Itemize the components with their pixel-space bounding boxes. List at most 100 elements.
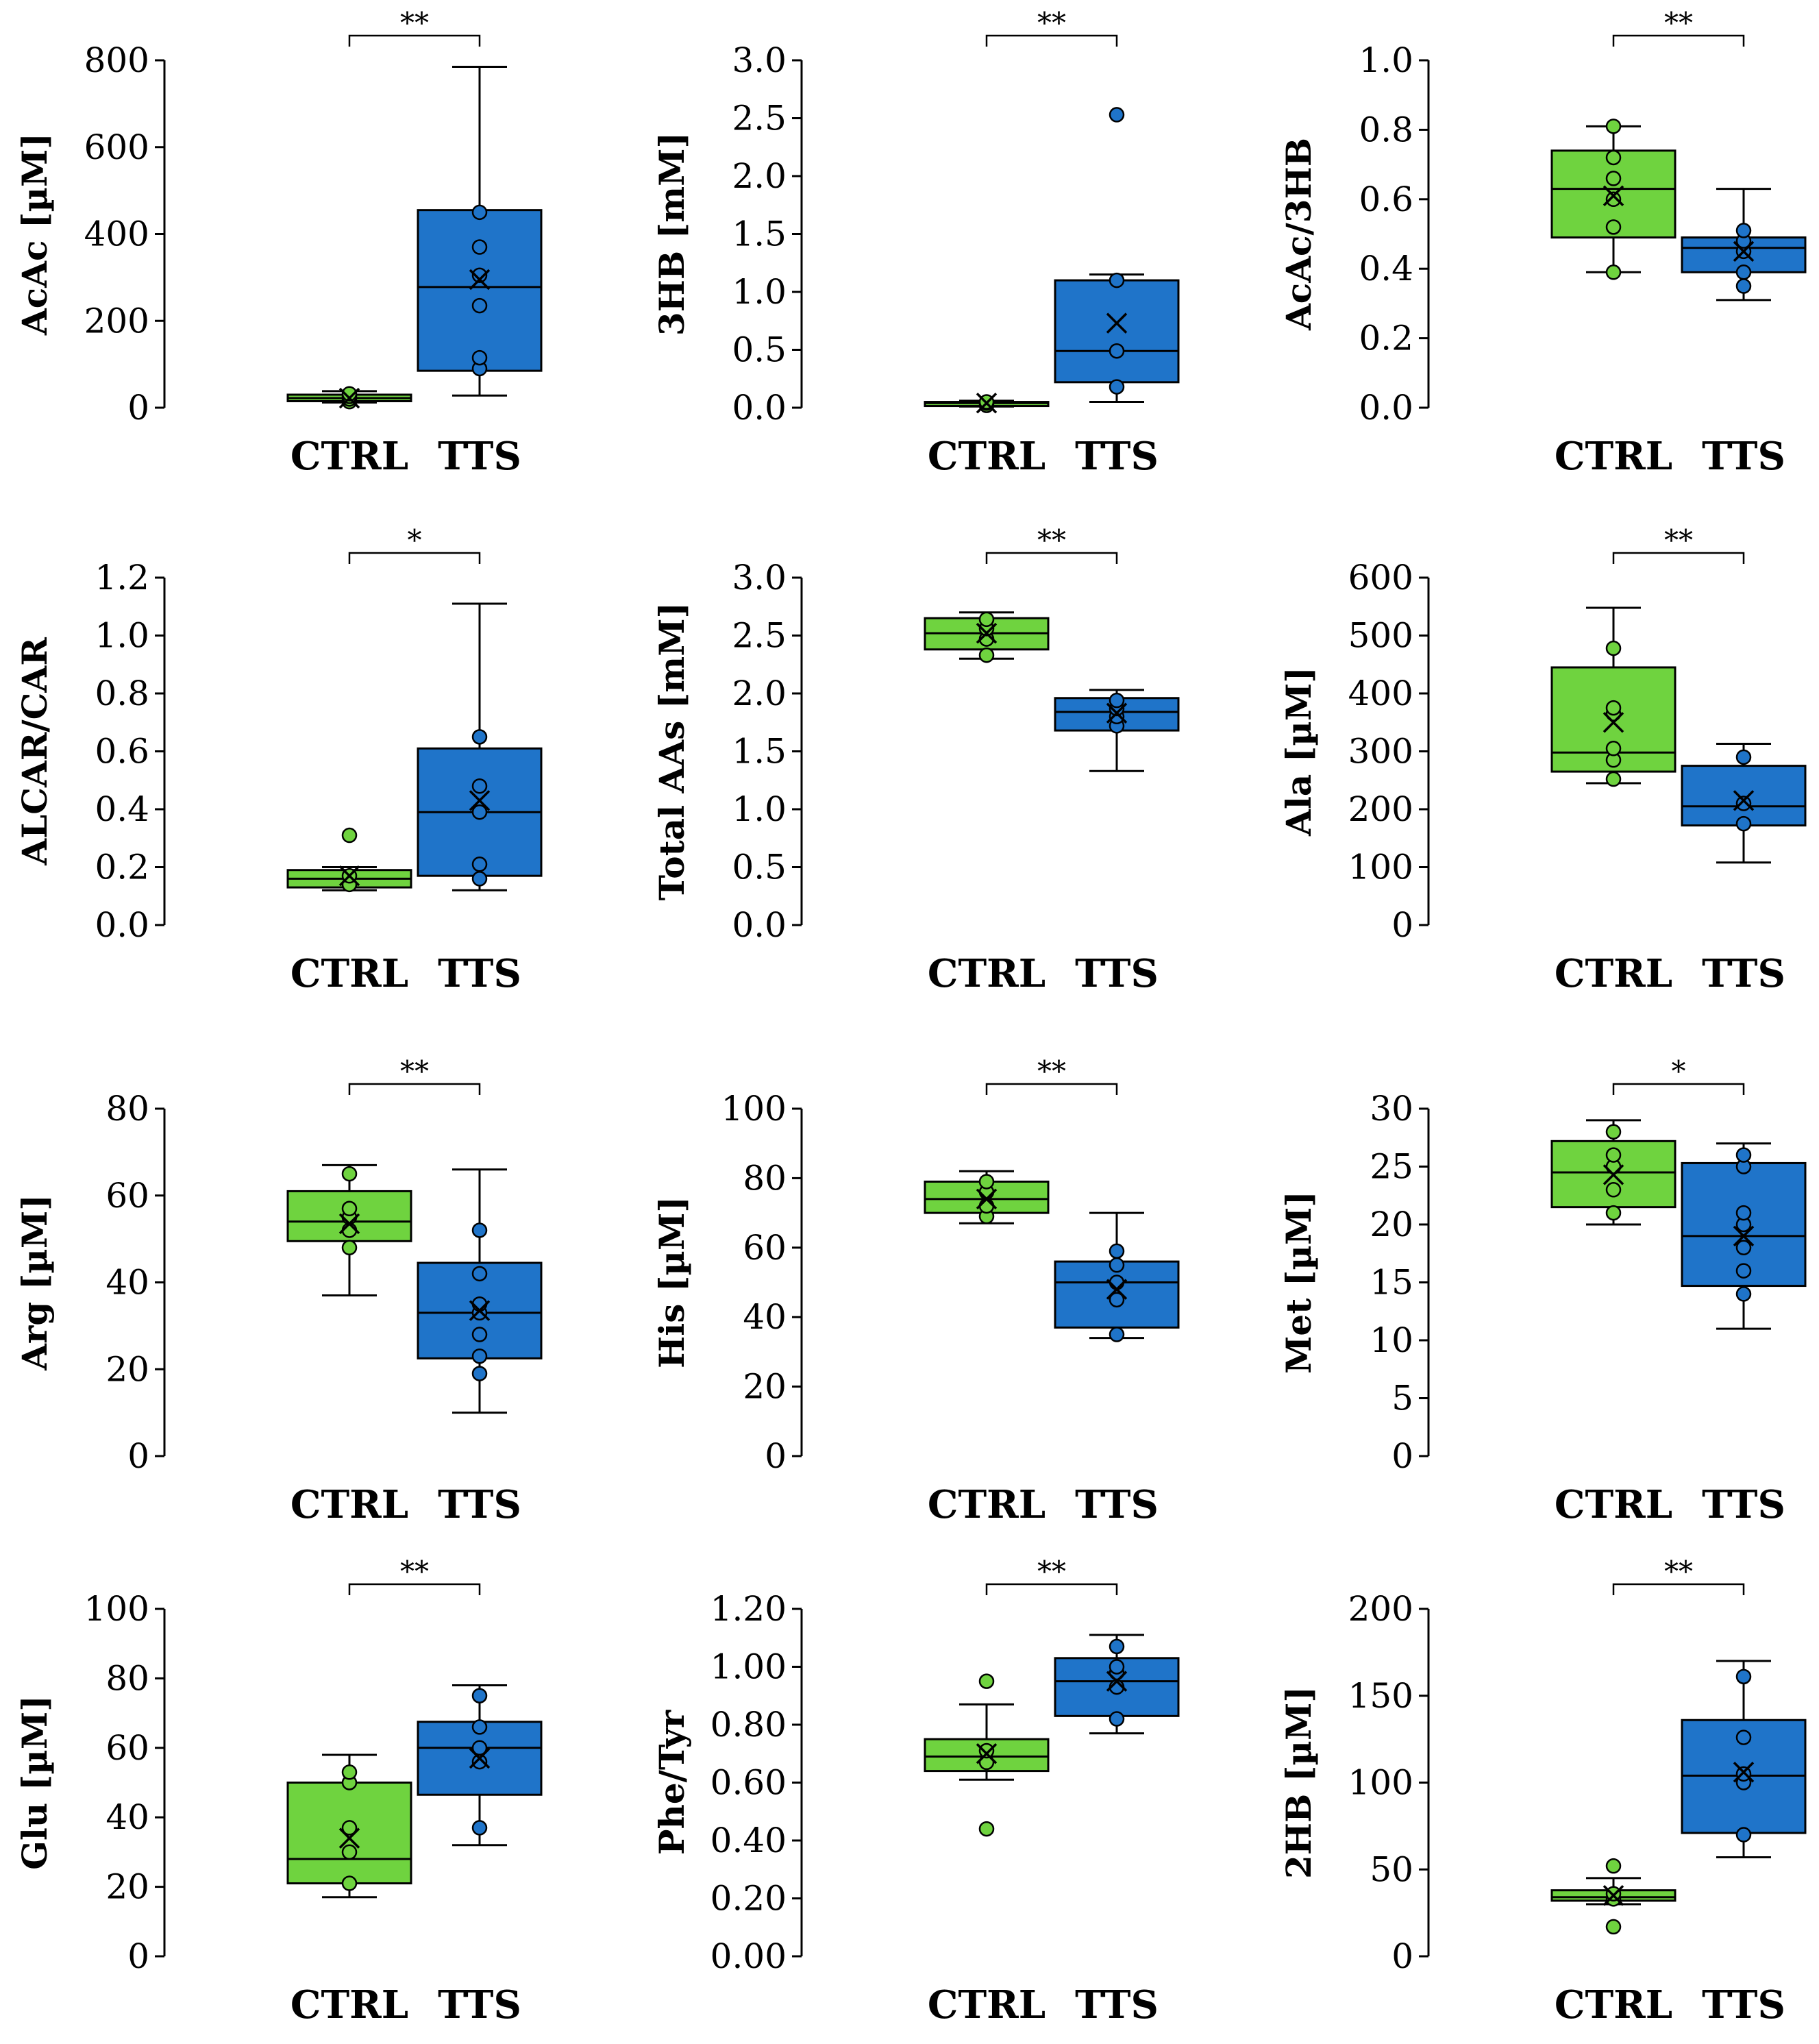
significance-bracket bbox=[985, 1583, 1118, 1595]
x-category-label: TTS bbox=[1075, 1982, 1159, 2028]
mean-marker bbox=[338, 1827, 360, 1849]
mean-marker bbox=[469, 1300, 491, 1321]
y-tick-label: 15 bbox=[1370, 1263, 1413, 1303]
x-category-label: TTS bbox=[1075, 434, 1159, 479]
x-category-label: TTS bbox=[438, 1982, 521, 2028]
data-point bbox=[1109, 1275, 1125, 1290]
y-tick-label: 1.0 bbox=[95, 616, 149, 656]
y-axis-label: Total AAs [mM] bbox=[652, 602, 692, 900]
mean-marker bbox=[1733, 790, 1755, 811]
y-tick-label: 150 bbox=[1348, 1676, 1413, 1716]
mean-marker bbox=[469, 790, 491, 811]
y-tick-label: 0.6 bbox=[1359, 180, 1413, 219]
y-tick-label: 2.5 bbox=[732, 99, 787, 138]
data-point bbox=[341, 1166, 358, 1182]
data-point bbox=[1605, 1205, 1622, 1221]
data-point bbox=[1605, 1919, 1622, 1935]
panel-4: 0.0 0.2 0.4 0.6 0.8 1.0 1.2 ALCAR/CAR CTRL TTS * bbox=[14, 524, 543, 996]
y-tick-label: 3.0 bbox=[732, 558, 787, 598]
data-point bbox=[471, 239, 488, 255]
data-point bbox=[1109, 1638, 1125, 1655]
data-point bbox=[1605, 149, 1622, 166]
data-point bbox=[471, 1348, 488, 1364]
data-point bbox=[978, 647, 995, 663]
data-point bbox=[978, 611, 995, 628]
y-tick-label: 0 bbox=[765, 1436, 787, 1476]
mean-marker bbox=[1603, 1885, 1624, 1906]
significance-bracket bbox=[1612, 34, 1745, 47]
y-tick-label: 0.0 bbox=[95, 905, 149, 945]
y-tick-label: 0.2 bbox=[1359, 319, 1413, 358]
data-point bbox=[1605, 171, 1622, 186]
box-tts bbox=[417, 602, 543, 891]
data-point bbox=[1109, 1327, 1125, 1342]
data-point bbox=[1735, 223, 1752, 238]
y-tick-label: 100 bbox=[84, 1589, 149, 1629]
y-tick-label: 0 bbox=[1391, 1936, 1413, 1976]
panel-12: 0 50 100 150 200 2HB [µM] CTRL TTS ** bbox=[1278, 1555, 1807, 2028]
data-point bbox=[471, 729, 488, 745]
significance-bracket bbox=[985, 552, 1118, 564]
y-tick-label: 0.4 bbox=[95, 789, 149, 829]
y-tick-label: 200 bbox=[84, 301, 149, 341]
y-tick-label: 0.0 bbox=[732, 388, 787, 428]
y-tick-label: 80 bbox=[106, 1658, 149, 1698]
data-point bbox=[1109, 1292, 1125, 1308]
data-point bbox=[1605, 741, 1622, 756]
box-ctrl bbox=[1550, 119, 1676, 280]
x-category-label: CTRL bbox=[290, 1482, 408, 1527]
box-tts bbox=[417, 1684, 543, 1847]
panel-9: 0 5 10 15 20 25 30 Met [µM] CTRL TTS * bbox=[1278, 1055, 1807, 1527]
significance-label: ** bbox=[1664, 6, 1693, 40]
y-tick-label: 1.0 bbox=[732, 789, 787, 829]
box-ctrl bbox=[924, 1170, 1050, 1224]
y-tick-label: 100 bbox=[1348, 848, 1413, 887]
y-tick-label: 1.5 bbox=[732, 732, 787, 772]
box-tts bbox=[1681, 188, 1807, 301]
data-point bbox=[341, 1764, 358, 1780]
data-point bbox=[471, 871, 488, 887]
data-point bbox=[471, 857, 488, 872]
y-axis-label: ALCAR/CAR bbox=[14, 637, 55, 866]
panel-1: 0 200 400 600 800 AcAc [µM] CTRL TTS ** bbox=[14, 6, 543, 479]
box-ctrl bbox=[286, 1163, 412, 1297]
y-tick-label: 1.5 bbox=[732, 214, 787, 254]
y-tick-label: 0.8 bbox=[1359, 110, 1413, 149]
y-tick-label: 0.0 bbox=[732, 905, 787, 945]
box-ctrl bbox=[924, 611, 1050, 663]
data-point bbox=[1605, 1182, 1622, 1198]
x-category-label: TTS bbox=[438, 434, 521, 479]
significance-label: ** bbox=[400, 1555, 429, 1588]
mean-marker bbox=[338, 865, 360, 887]
y-tick-label: 0.00 bbox=[710, 1936, 787, 1976]
y-tick-label: 60 bbox=[106, 1728, 149, 1768]
y-axis-label: Met [µM] bbox=[1278, 1191, 1319, 1374]
x-category-label: CTRL bbox=[290, 434, 408, 479]
data-point bbox=[341, 1222, 358, 1238]
y-tick-label: 0.40 bbox=[710, 1821, 787, 1860]
y-tick-label: 60 bbox=[743, 1228, 787, 1268]
y-tick-label: 200 bbox=[1348, 789, 1413, 829]
significance-bracket bbox=[348, 1583, 481, 1595]
mean-marker bbox=[1106, 1671, 1128, 1692]
mean-marker bbox=[1733, 1762, 1755, 1783]
data-point bbox=[471, 1266, 488, 1282]
y-tick-label: 0.60 bbox=[710, 1763, 787, 1803]
data-point bbox=[1735, 1827, 1752, 1843]
significance-bracket bbox=[348, 1083, 481, 1095]
box-tts bbox=[1054, 107, 1180, 404]
box-ctrl bbox=[286, 386, 412, 410]
data-point bbox=[1735, 749, 1752, 765]
y-axis-label: Ala [µM] bbox=[1278, 667, 1319, 837]
y-tick-label: 0.6 bbox=[95, 732, 149, 772]
significance-bracket bbox=[348, 34, 481, 47]
data-point bbox=[471, 1222, 488, 1238]
data-point bbox=[471, 778, 488, 794]
data-point bbox=[1109, 343, 1125, 359]
box-ctrl bbox=[1550, 1119, 1676, 1226]
mean-marker bbox=[469, 1747, 491, 1769]
y-tick-label: 0.4 bbox=[1359, 249, 1413, 288]
y-tick-label: 0.5 bbox=[732, 848, 787, 887]
y-tick-label: 100 bbox=[721, 1089, 787, 1129]
